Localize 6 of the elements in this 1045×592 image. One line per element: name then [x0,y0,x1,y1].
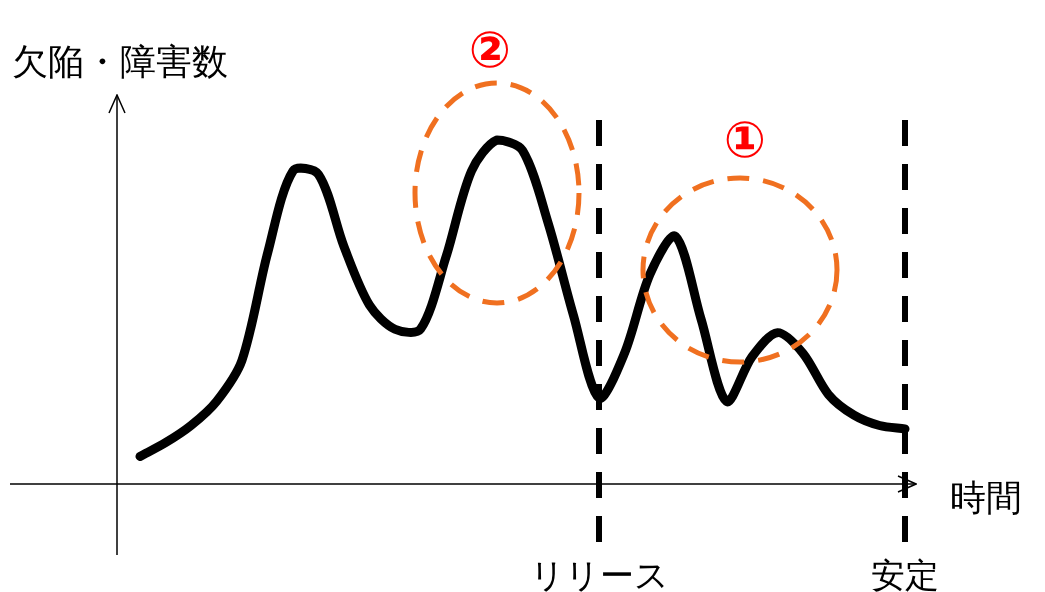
x-tick-label: リリース [529,555,669,592]
annotation: ① [723,111,767,169]
y-axis-title: 欠陥・障害数 [12,40,228,84]
text: ② [468,21,512,79]
x-tick-label: 安定 [871,555,939,592]
x-axis-title: 時間 [950,476,1022,520]
